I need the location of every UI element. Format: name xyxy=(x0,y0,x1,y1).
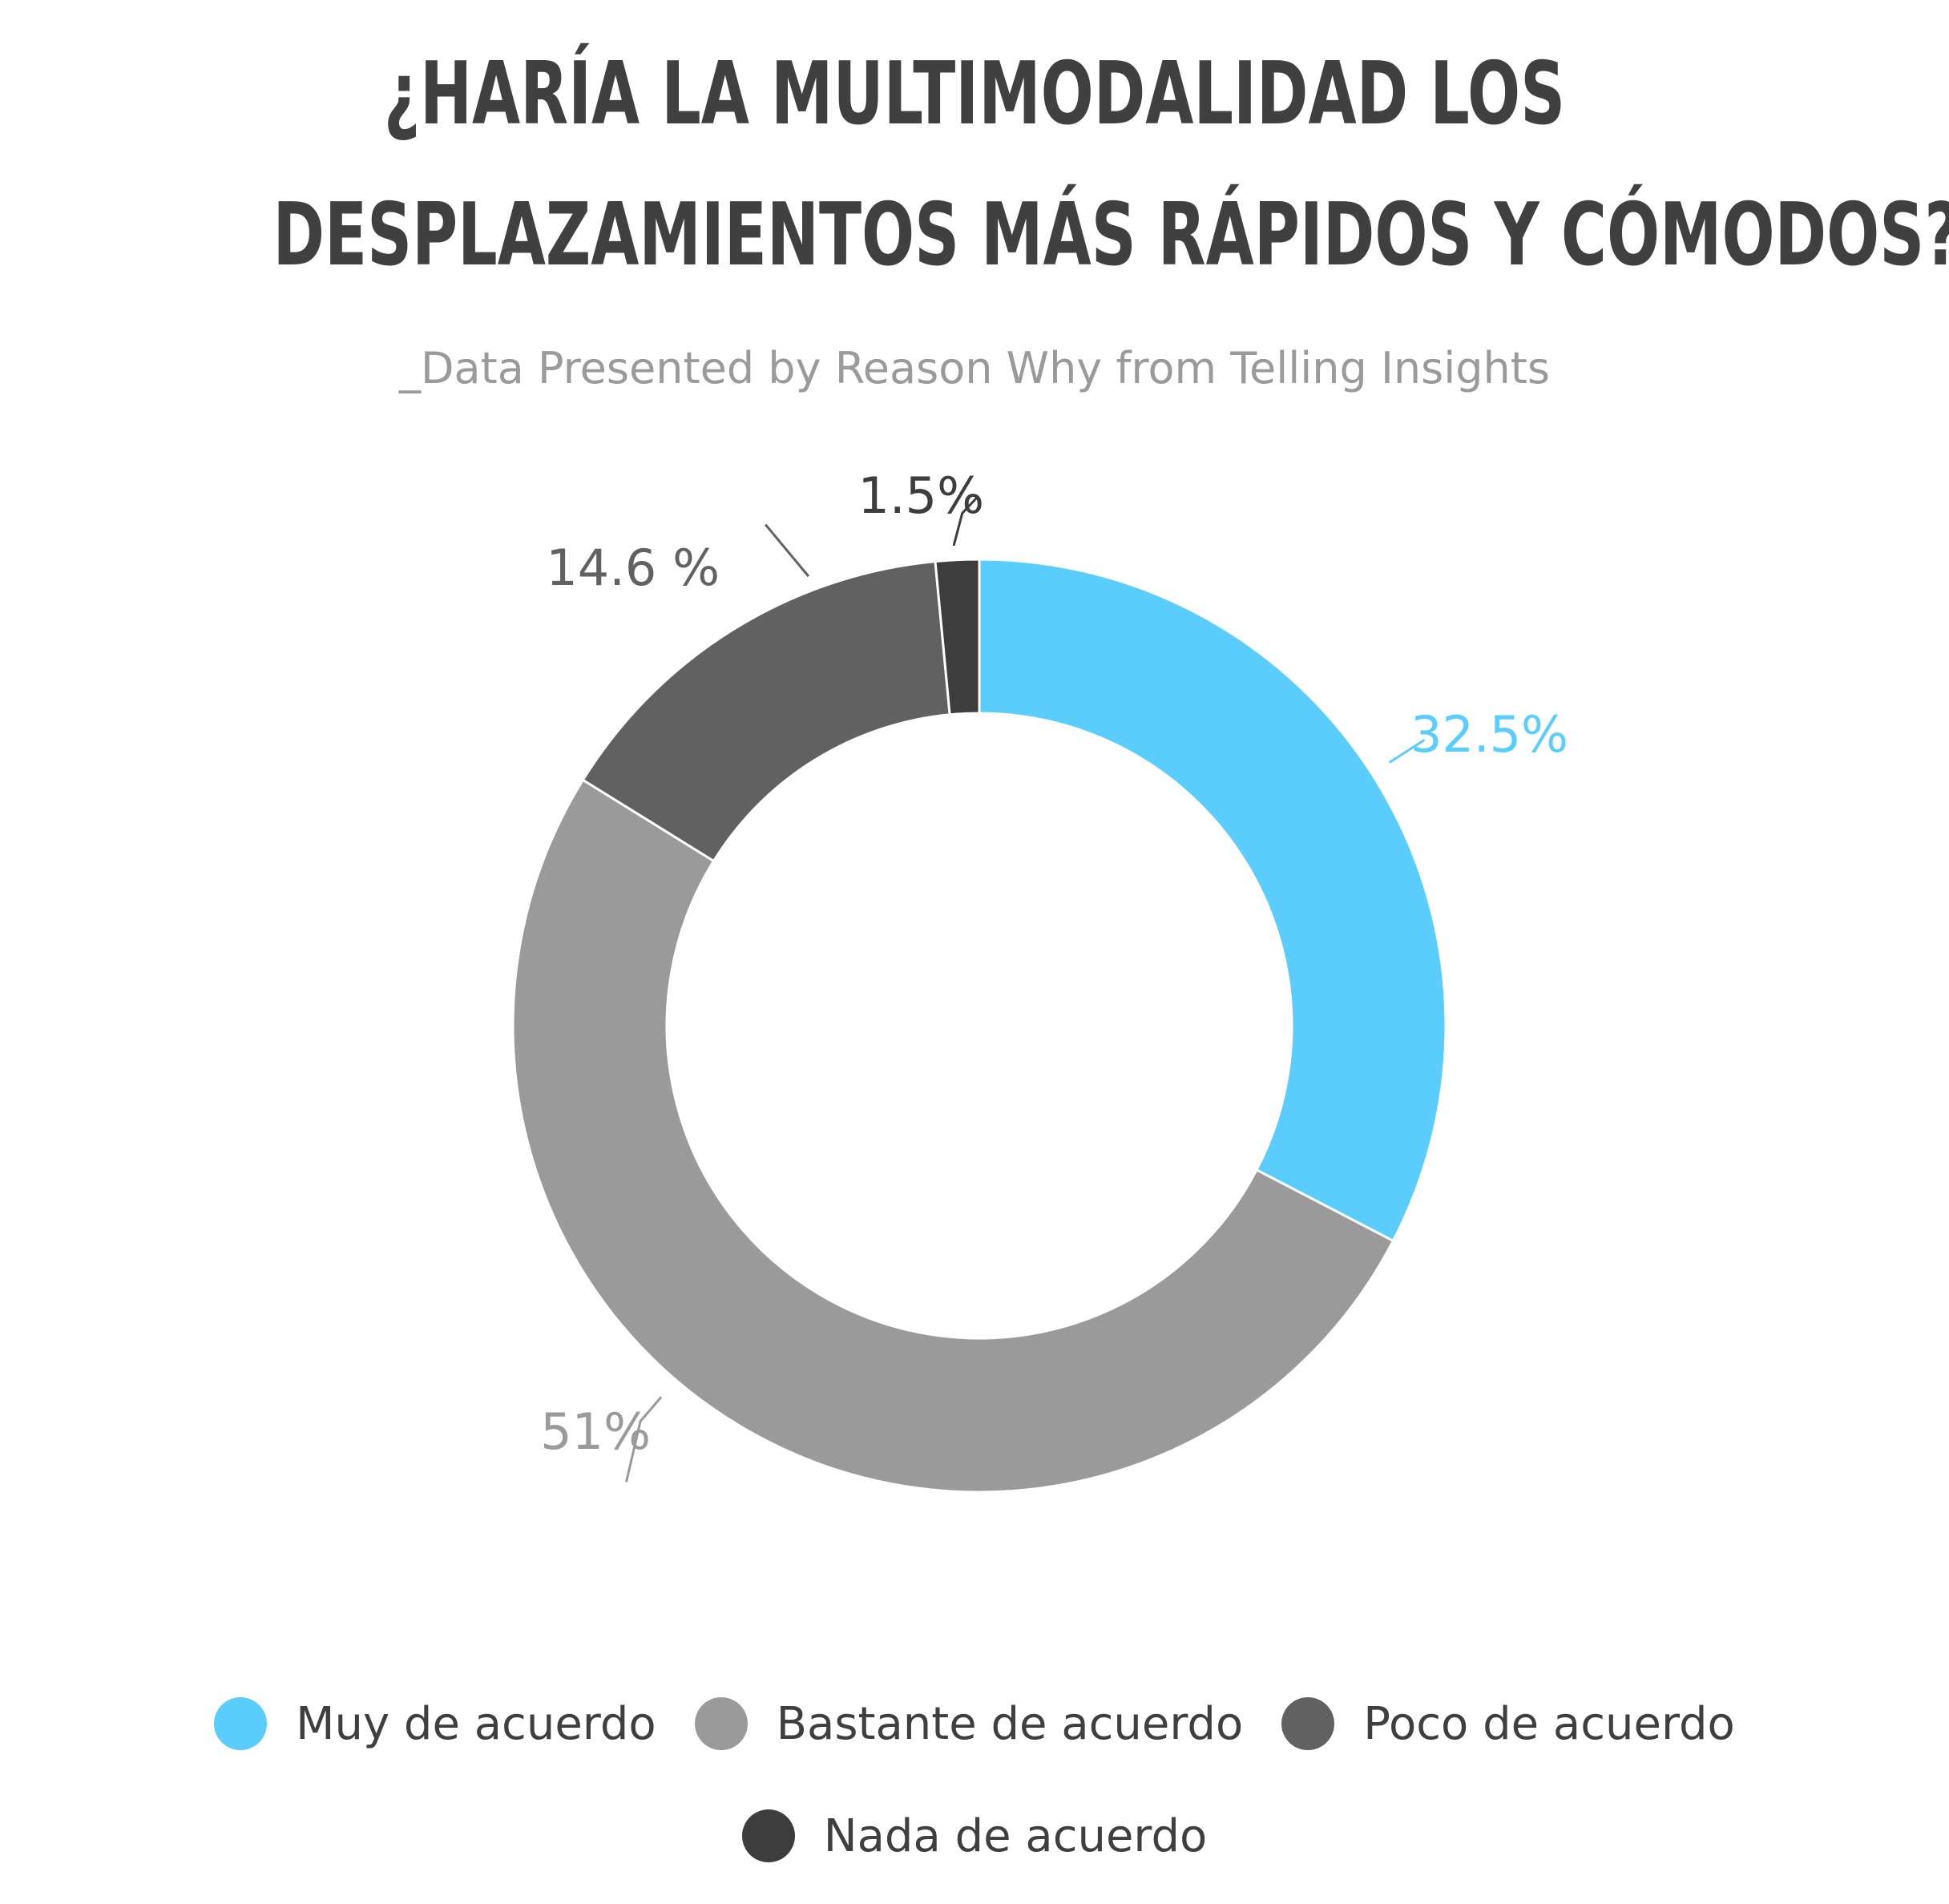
legend-label-bastante-de-acuerdo: Bastante de acuerdo xyxy=(776,1697,1244,1750)
legend-label-poco-de-acuerdo: Poco de acuerdo xyxy=(1363,1697,1735,1750)
legend-item-bastante-de-acuerdo: Bastante de acuerdo xyxy=(694,1697,1244,1750)
legend-label-muy-de-acuerdo: Muy de acuerdo xyxy=(296,1697,656,1750)
slice-bastante-de-acuerdo xyxy=(511,778,1395,1494)
chart-title: ¿HARÍA LA MULTIMODALIDAD LOS DESPLAZAMIE… xyxy=(0,24,1949,306)
legend-swatch-bastante-de-acuerdo xyxy=(694,1697,748,1750)
title-line-1: ¿HARÍA LA MULTIMODALIDAD LOS xyxy=(383,44,1566,144)
slice-nada-de-acuerdo xyxy=(934,558,981,716)
slice-poco-de-acuerdo xyxy=(581,559,951,863)
title-line-2: DESPLAZAMIENTOS MÁS RÁPIDOS Y CÓMODOS? xyxy=(272,185,1949,285)
data-label-bastante-de-acuerdo: 51% xyxy=(540,1402,651,1461)
legend-row-2: Nada de acuerdo xyxy=(0,1809,1949,1862)
data-label-muy-de-acuerdo: 32.5% xyxy=(1410,705,1568,764)
chart-subtitle: _Data Presented by Reason Why from Telli… xyxy=(398,343,1551,393)
legend-row-1: Muy de acuerdo Bastante de acuerdo Poco … xyxy=(0,1697,1949,1750)
legend-swatch-muy-de-acuerdo xyxy=(214,1697,268,1750)
legend-swatch-nada-de-acuerdo xyxy=(741,1809,795,1862)
slice-muy-de-acuerdo xyxy=(978,558,1447,1243)
legend-item-muy-de-acuerdo: Muy de acuerdo xyxy=(214,1697,656,1750)
legend-swatch-poco-de-acuerdo xyxy=(1281,1697,1335,1750)
data-label-nada-de-acuerdo: 1.5% xyxy=(857,466,984,525)
leader-line-muy-de-acuerdo xyxy=(1388,739,1426,764)
data-label-poco-de-acuerdo: 14.6 % xyxy=(546,539,720,597)
leader-line-bastante-de-acuerdo xyxy=(625,1396,663,1482)
legend-item-poco-de-acuerdo: Poco de acuerdo xyxy=(1281,1697,1735,1750)
leader-line-nada-de-acuerdo xyxy=(952,495,979,547)
leader-line-poco-de-acuerdo xyxy=(765,523,810,578)
legend-label-nada-de-acuerdo: Nada de acuerdo xyxy=(823,1809,1208,1862)
legend-item-nada-de-acuerdo: Nada de acuerdo xyxy=(741,1809,1208,1862)
